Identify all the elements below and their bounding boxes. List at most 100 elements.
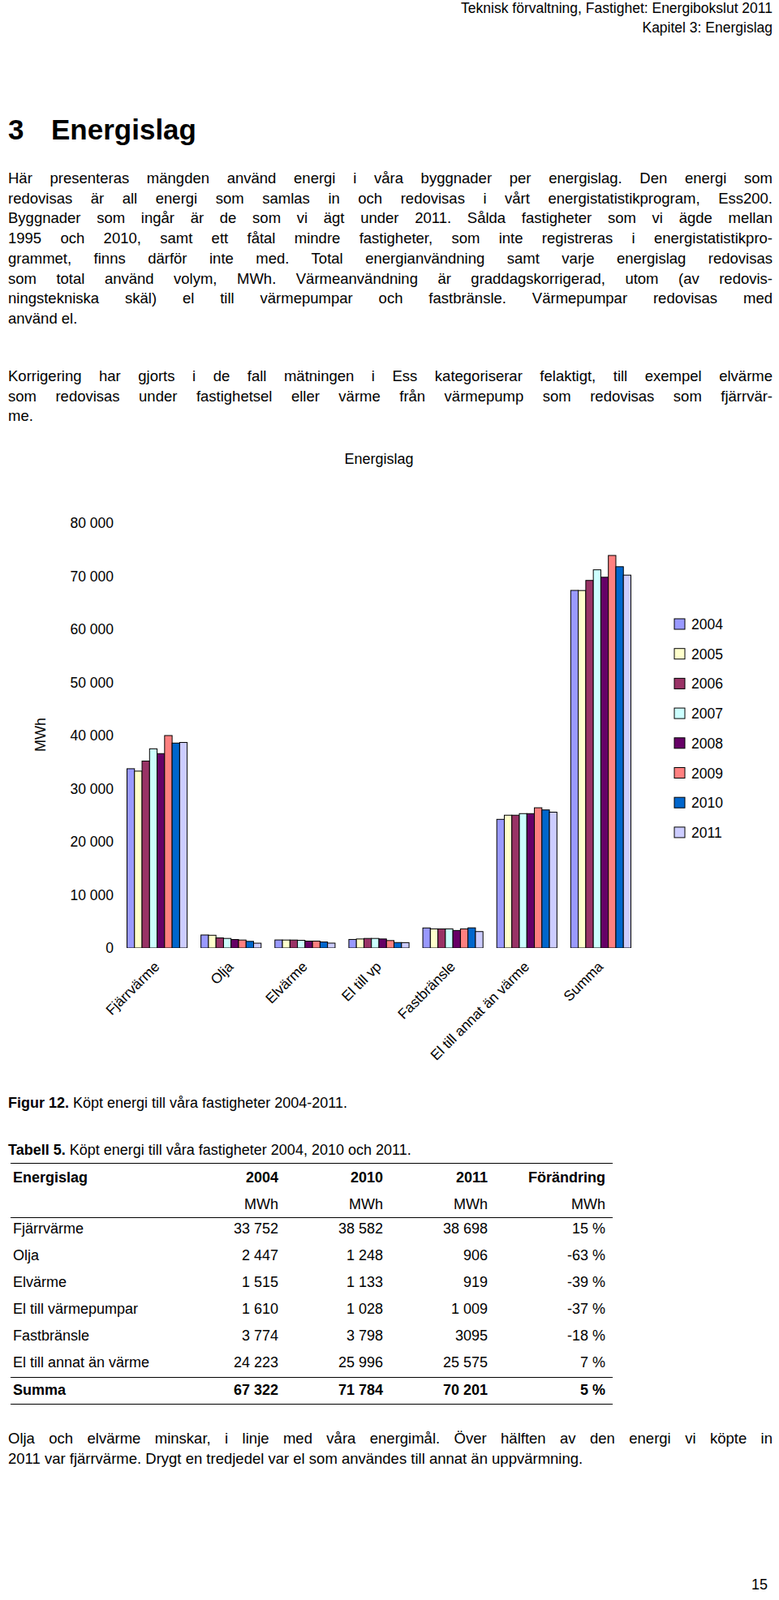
- table-cell: MWh: [34, 1196, 279, 1214]
- legend-swatch: [674, 827, 685, 839]
- table-cell: 2011: [244, 1170, 488, 1188]
- y-tick: [117, 629, 121, 631]
- table-cell: 25 996: [139, 1355, 384, 1373]
- paragraph-line: som redovisas under fastighetsel eller v…: [8, 387, 773, 408]
- table-cell: Energislag: [12, 1170, 88, 1188]
- running-header: Teknisk förvaltning, Fastighet: Energibo…: [460, 0, 773, 18]
- table-cell: -18 %: [361, 1328, 606, 1346]
- table-cell: 15 %: [361, 1221, 606, 1239]
- bar: [386, 941, 394, 949]
- table-cell: El till annat än värme: [12, 1355, 150, 1373]
- bar: [519, 813, 527, 949]
- legend-label: 2011: [691, 825, 723, 842]
- figure-caption: Figur 12. Köpt energi till våra fastighe…: [8, 1095, 348, 1113]
- bar: [422, 928, 431, 949]
- table-cell: 919: [244, 1274, 488, 1292]
- bar: [149, 748, 157, 949]
- legend-swatch: [674, 708, 685, 719]
- table-caption: Tabell 5. Köpt energi till våra fastighe…: [8, 1142, 412, 1160]
- bar: [585, 581, 594, 949]
- x-tick-label: Elvärme: [262, 959, 311, 1008]
- table-cell: 1 515: [34, 1274, 279, 1292]
- bar: [438, 929, 446, 949]
- bar: [164, 735, 173, 949]
- table-cell: 38 698: [244, 1221, 488, 1239]
- bar: [452, 930, 461, 949]
- table-cell: 67 322: [34, 1382, 279, 1400]
- table-cell: Förändring: [361, 1170, 606, 1188]
- caption-text: Köpt energi till våra fastigheter 2004, …: [69, 1142, 412, 1159]
- bar: [608, 555, 616, 949]
- bar: [460, 929, 468, 949]
- caption-label: Tabell 5.: [8, 1142, 66, 1159]
- table-cell: 1 248: [139, 1248, 384, 1266]
- paragraph-line: som total använd volym, MWh. Värmeanvänd…: [8, 269, 773, 290]
- table-cell: 5 %: [361, 1382, 606, 1400]
- table-cell: Olja: [12, 1248, 39, 1266]
- x-tick-label: El till vp: [338, 959, 385, 1006]
- table-cell: El till värmepumpar: [12, 1301, 138, 1319]
- paragraph-line: använd el.: [8, 309, 773, 330]
- table-cell: MWh: [244, 1196, 488, 1214]
- x-tick-label: Fastbränsle: [394, 959, 459, 1024]
- paragraph-line: Byggnader som ingår är de som vi ägt und…: [8, 208, 773, 229]
- bars: [127, 555, 632, 949]
- legend-swatch: [674, 619, 685, 630]
- y-tick-label: 0: [105, 940, 114, 957]
- bar: [348, 939, 357, 949]
- bar: [356, 939, 364, 949]
- y-tick-label: 80 000: [69, 515, 114, 532]
- paragraph-line: me.: [8, 406, 773, 427]
- legend-label: 2006: [691, 675, 724, 693]
- y-tick-label: 30 000: [69, 781, 114, 798]
- running-header: Kapitel 3: Energislag: [641, 19, 773, 37]
- paragraph-line: Här presenteras mängden använd energi i …: [8, 168, 773, 190]
- legend-label: 2007: [691, 705, 724, 723]
- table-cell: 2010: [139, 1170, 384, 1188]
- table-cell: Summa: [12, 1382, 66, 1400]
- table-rule: [10, 1217, 613, 1219]
- paragraph-line: Korrigering har gjorts i de fall mätning…: [8, 366, 773, 388]
- bar: [312, 941, 320, 949]
- bar: [179, 743, 187, 949]
- table-cell: 1 133: [139, 1274, 384, 1292]
- bar: [445, 929, 453, 949]
- bar: [297, 941, 306, 949]
- table-cell: Fastbränsle: [12, 1328, 90, 1346]
- bar: [468, 928, 476, 949]
- bar: [142, 761, 150, 949]
- bar: [157, 753, 165, 949]
- bar: [238, 940, 246, 949]
- table-cell: Elvärme: [12, 1274, 67, 1292]
- x-tick-label: Fjärrvärme: [102, 959, 163, 1020]
- bar: [208, 935, 216, 949]
- table-rule: [10, 1163, 613, 1165]
- table-cell: 2004: [34, 1170, 279, 1188]
- y-tick-label: 10 000: [69, 887, 114, 904]
- bar: [215, 938, 224, 949]
- table-cell: MWh: [361, 1196, 606, 1214]
- legend-swatch: [674, 738, 685, 749]
- bar: [319, 942, 328, 949]
- bar: [289, 940, 297, 949]
- y-tick: [117, 948, 121, 950]
- y-tick-label: 20 000: [69, 834, 114, 851]
- y-tick: [117, 523, 121, 525]
- bar: [534, 808, 543, 949]
- y-tick: [117, 576, 121, 577]
- bar: [401, 942, 409, 949]
- section-title: Energislag: [51, 113, 197, 147]
- bar: [363, 938, 371, 949]
- y-tick: [117, 842, 121, 844]
- section-number: 3: [8, 113, 24, 147]
- bar: [430, 929, 438, 949]
- page-number: 15: [751, 1577, 768, 1595]
- table-cell: -63 %: [361, 1248, 606, 1266]
- y-tick: [117, 788, 121, 790]
- table-cell: Fjärrvärme: [12, 1221, 84, 1239]
- paragraph-line: ningstekniska skäl) el till värmepumpar …: [8, 288, 773, 310]
- bar: [223, 938, 231, 949]
- legend-swatch: [674, 678, 685, 689]
- bar: [134, 771, 143, 949]
- legend-label: 2010: [691, 795, 724, 812]
